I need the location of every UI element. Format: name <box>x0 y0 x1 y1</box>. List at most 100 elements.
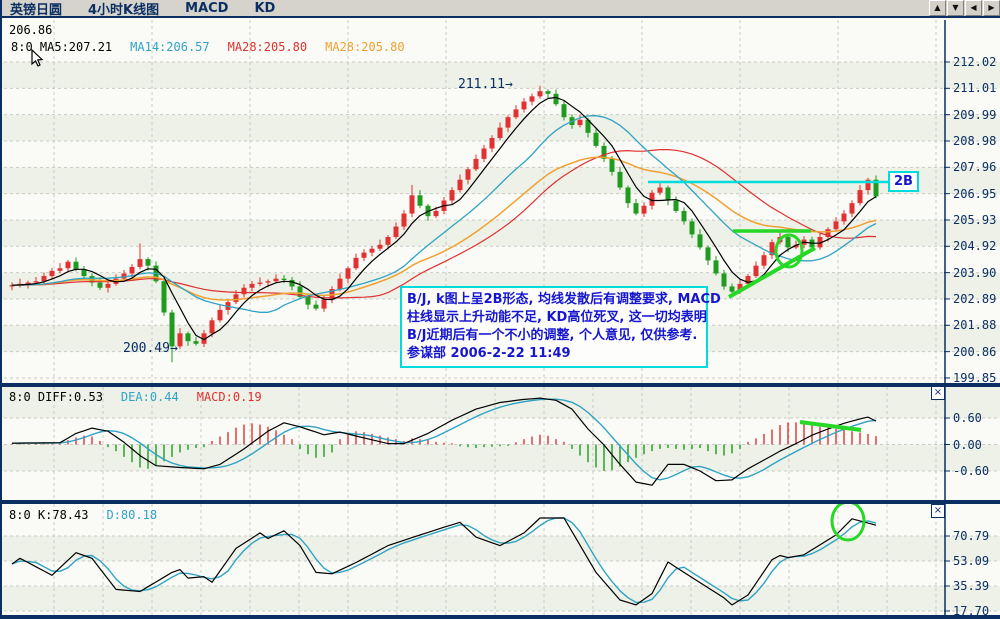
candle-body <box>385 236 391 245</box>
indicator-macd-label[interactable]: MACD <box>185 0 229 16</box>
candle-body <box>825 229 831 237</box>
candle-body <box>369 248 375 253</box>
candle-body <box>641 205 647 214</box>
kd-axis-label: 53.09 <box>953 554 990 568</box>
highlight-ellipse-main <box>774 233 804 269</box>
ma28-line <box>11 149 877 299</box>
row-band <box>2 114 945 141</box>
candle-body <box>529 96 535 102</box>
candle-body <box>537 91 543 97</box>
candle-body <box>657 187 663 193</box>
candle-body <box>201 333 207 344</box>
candle-body <box>433 210 439 217</box>
stochastic-d-line <box>11 517 877 604</box>
candle-body <box>489 138 495 149</box>
candle-body <box>345 268 351 279</box>
price-axis-label: 205.93 <box>953 212 997 227</box>
annotation-line: B/J, k图上呈2B形态, 均线发散后有调整要求, MACD <box>407 292 721 307</box>
candle-body <box>473 158 479 170</box>
macd-legend-value: MACD:0.19 <box>196 390 262 404</box>
panel-separator <box>2 500 1000 504</box>
mouse-cursor <box>31 48 44 67</box>
candle-body <box>865 179 871 191</box>
kd-axis-label: 70.79 <box>953 529 990 543</box>
price-axis-label: 207.96 <box>953 160 997 175</box>
candle-body <box>377 244 383 249</box>
indicator-kd-label[interactable]: KD <box>254 0 276 16</box>
candle-body <box>409 195 415 214</box>
ma5-legend-value: 8:0 MA5:207.21 <box>11 40 113 54</box>
ma-legend: 8:0 MA5:207.21 MA14:206.57 MA28:205.80 MA28… <box>11 40 423 54</box>
scroll-down-button[interactable]: ▼ <box>947 0 964 16</box>
row-band <box>946 325 1000 352</box>
candle-body <box>873 179 879 197</box>
candle-body <box>577 119 583 126</box>
candle-body <box>753 265 759 277</box>
candle-body <box>121 273 127 279</box>
row-band <box>2 586 1000 611</box>
price-axis-label: 204.92 <box>953 239 997 254</box>
kd-legend: 8:0 K:78.43 D:80.18 <box>9 508 175 522</box>
dea-legend-value: DEA:0.44 <box>120 390 179 404</box>
pattern-2b-label[interactable]: 2B <box>888 171 919 192</box>
candle-body <box>841 213 847 222</box>
candle-body <box>737 283 743 292</box>
scroll-up-button[interactable]: ▲ <box>929 0 946 16</box>
candle-body <box>401 213 407 227</box>
candle-body <box>465 169 471 180</box>
dea-line <box>11 398 877 481</box>
macd-panel-close-button[interactable]: × <box>931 386 945 400</box>
kd-panel-close-button[interactable]: × <box>931 504 945 518</box>
candle-body <box>9 285 15 287</box>
ma28b-legend-value: MA28:205.80 <box>325 40 405 54</box>
kd-axis-label: 35.39 <box>953 579 990 593</box>
candle-body <box>553 93 559 105</box>
row-band <box>2 62 945 89</box>
scroll-right-button[interactable]: ▶ <box>983 0 1000 16</box>
symbol-title[interactable]: 英镑日圆 <box>10 2 63 18</box>
timeframe-label[interactable]: 4小时K线图 <box>88 2 160 18</box>
candle-body <box>169 312 175 347</box>
candle-body <box>177 333 183 347</box>
candle-body <box>305 296 311 305</box>
row-band <box>946 114 1000 141</box>
ma28-legend-value: MA28:205.80 <box>227 40 308 54</box>
candle-body <box>249 283 255 288</box>
title-bar: 英镑日圆 4小时K线图 MACD KD ▲ ▼ ◀ ▶ <box>2 0 1000 18</box>
candle-body <box>273 278 279 282</box>
candle-body <box>697 234 703 248</box>
close-icon: × <box>933 387 943 398</box>
scroll-button-group: ▲ ▼ ◀ ▶ <box>928 0 1000 17</box>
scroll-left-button[interactable]: ◀ <box>965 0 982 16</box>
candle-body <box>681 210 687 222</box>
down-arrow-icon: ▼ <box>952 3 959 12</box>
row-band <box>946 62 1000 89</box>
candle-body <box>633 203 639 214</box>
k-legend-value: 8:0 K:78.43 <box>9 508 89 522</box>
candle-body <box>497 127 503 139</box>
candle-body <box>721 273 727 287</box>
candle-body <box>81 269 87 277</box>
row-band <box>946 219 1000 247</box>
right-arrow-icon: ▶ <box>988 3 995 12</box>
candle-body <box>353 257 359 269</box>
candle-body <box>705 247 711 261</box>
candle-body <box>49 270 55 277</box>
candle-body <box>265 281 271 283</box>
candle-body <box>241 287 247 295</box>
analyst-annotation-box[interactable]: B/J, k图上呈2B形态, 均线发散后有调整要求, MACD 柱线显示上升动能… <box>400 286 721 368</box>
price-axis-label: 212.02 <box>953 55 997 69</box>
annotation-line: 参谋部 2006-2-22 11:49 <box>407 346 571 361</box>
candle-body <box>785 236 791 248</box>
candle-body <box>689 221 695 235</box>
candle-body <box>289 279 295 287</box>
candle-body <box>609 158 615 172</box>
peak-price-label: 211.11→ <box>458 77 513 92</box>
row-band <box>946 272 1000 299</box>
price-axis-label: 211.01 <box>953 81 997 96</box>
candle-body <box>585 119 591 133</box>
candle-body <box>761 255 767 266</box>
candle-body <box>833 221 839 230</box>
